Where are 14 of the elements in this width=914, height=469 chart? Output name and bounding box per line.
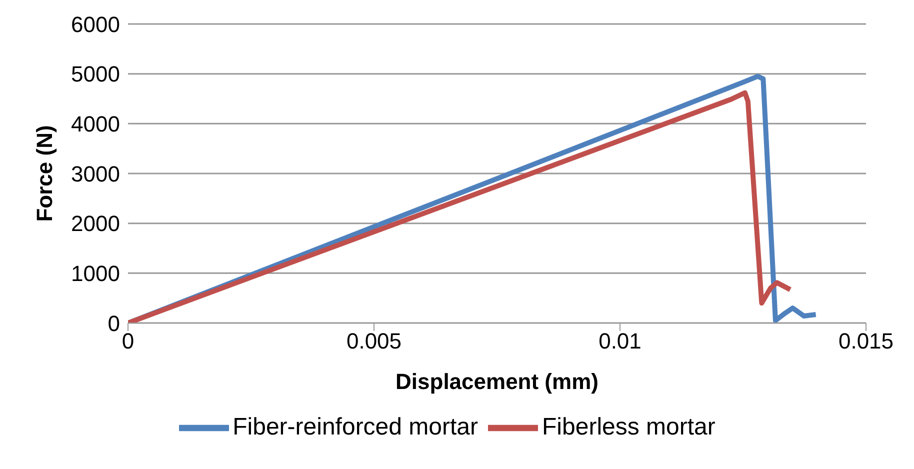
y-tick-label: 6000 bbox=[71, 12, 120, 37]
y-tick-label: 0 bbox=[108, 310, 120, 336]
x-tick-label: 0.005 bbox=[346, 328, 402, 354]
y-tick-label: 1000 bbox=[71, 260, 120, 286]
y-tick-label: 5000 bbox=[71, 62, 120, 87]
y-tick-label: 2000 bbox=[71, 211, 120, 236]
x-tick-label: 0.01 bbox=[598, 328, 642, 354]
legend-label: Fiberless mortar bbox=[542, 413, 716, 440]
y-tick-label: 4000 bbox=[71, 111, 120, 136]
x-axis-title: Displacement (mm) bbox=[396, 369, 598, 394]
y-axis-title: Force (N) bbox=[32, 125, 57, 222]
legend-label: Fiber-reinforced mortar bbox=[232, 413, 478, 440]
x-tick-label: 0.015 bbox=[838, 328, 894, 354]
y-tick-label: 3000 bbox=[71, 161, 120, 186]
